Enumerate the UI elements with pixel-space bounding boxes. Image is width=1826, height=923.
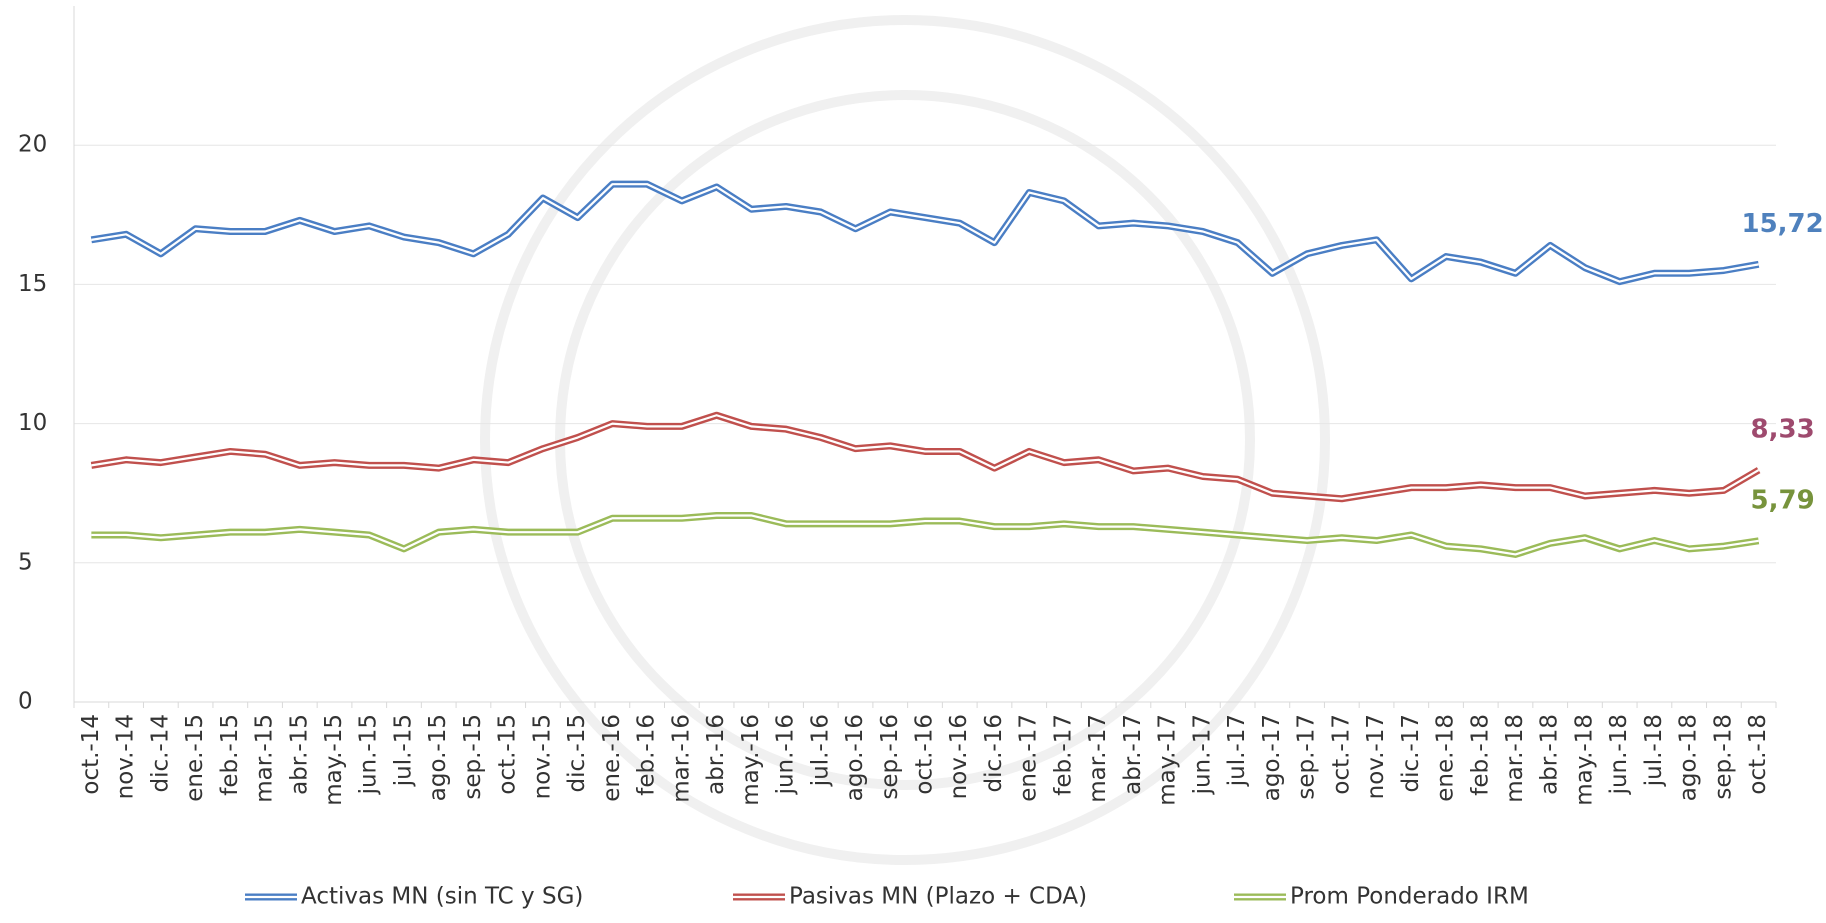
data-label: 5,79 bbox=[1751, 485, 1815, 515]
x-tick-label: mar.-16 bbox=[668, 714, 694, 803]
x-tick-label: nov.-17 bbox=[1363, 714, 1389, 799]
x-tick-label: sep.-16 bbox=[877, 714, 903, 800]
data-label: 8,33 bbox=[1751, 415, 1815, 445]
x-tick-label: jul.-17 bbox=[1224, 714, 1250, 787]
y-tick-label: 10 bbox=[18, 410, 47, 436]
x-tick-label: may.-15 bbox=[321, 714, 347, 806]
x-tick-label: abr.-16 bbox=[703, 714, 729, 795]
x-tick-label: jul.-15 bbox=[390, 714, 416, 787]
x-tick-label: may.-17 bbox=[1155, 714, 1181, 806]
x-tick-label: jun.-16 bbox=[773, 714, 799, 795]
x-tick-label: oct.-14 bbox=[78, 714, 104, 795]
x-tick-label: mar.-17 bbox=[1085, 714, 1111, 803]
x-tick-label: abr.-15 bbox=[286, 714, 312, 795]
x-tick-label: ago.-15 bbox=[425, 714, 451, 801]
legend-label: Pasivas MN (Plazo + CDA) bbox=[789, 884, 1087, 910]
x-tick-label: jul.-16 bbox=[807, 714, 833, 787]
x-tick-label: oct.-17 bbox=[1328, 714, 1354, 795]
x-tick-label: feb.-15 bbox=[217, 714, 243, 796]
x-tick-label: nov.-16 bbox=[946, 714, 972, 799]
series-line-inner bbox=[91, 514, 1759, 556]
x-tick-label: oct.-16 bbox=[912, 714, 938, 795]
x-tick-label: oct.-15 bbox=[495, 714, 521, 795]
y-tick-label: 15 bbox=[18, 271, 47, 297]
x-tick-label: jun.-17 bbox=[1189, 714, 1215, 795]
x-tick-label: dic.-16 bbox=[981, 714, 1007, 793]
y-tick-label: 0 bbox=[18, 689, 33, 715]
series-line-inner bbox=[91, 183, 1759, 283]
x-tick-label: ago.-17 bbox=[1259, 714, 1285, 801]
x-tick-label: feb.-16 bbox=[634, 714, 660, 796]
x-tick-label: ene.-18 bbox=[1433, 714, 1459, 802]
x-tick-label: oct.-18 bbox=[1745, 714, 1771, 795]
legend-label: Prom Ponderado IRM bbox=[1290, 884, 1529, 910]
x-tick-label: ene.-16 bbox=[599, 714, 625, 802]
x-tick-label: jun.-15 bbox=[356, 714, 382, 795]
series-line bbox=[90, 180, 1760, 286]
x-tick-label: may.-18 bbox=[1571, 714, 1597, 806]
x-tick-label: jul.-18 bbox=[1641, 714, 1667, 787]
x-tick-label: may.-16 bbox=[738, 714, 764, 806]
data-label: 15,72 bbox=[1742, 209, 1824, 239]
x-tick-label: abr.-17 bbox=[1120, 714, 1146, 795]
x-tick-label: dic.-15 bbox=[564, 714, 590, 793]
x-tick-label: mar.-15 bbox=[252, 714, 278, 803]
x-tick-label: nov.-14 bbox=[113, 714, 139, 799]
y-tick-label: 5 bbox=[18, 549, 33, 575]
x-tick-label: nov.-15 bbox=[529, 714, 555, 799]
x-tick-label: dic.-17 bbox=[1398, 714, 1424, 793]
x-tick-label: ago.-18 bbox=[1676, 714, 1702, 801]
x-tick-label: sep.-17 bbox=[1294, 714, 1320, 800]
x-tick-label: feb.-18 bbox=[1467, 714, 1493, 796]
legend-label: Activas MN (sin TC y SG) bbox=[301, 884, 583, 910]
series-line-inner bbox=[91, 414, 1760, 500]
x-tick-label: mar.-18 bbox=[1502, 714, 1528, 803]
x-tick-label: ene.-15 bbox=[182, 714, 208, 802]
x-tick-label: dic.-14 bbox=[147, 714, 173, 793]
x-tick-label: sep.-15 bbox=[460, 714, 486, 800]
x-tick-label: jun.-18 bbox=[1606, 714, 1632, 795]
x-tick-label: abr.-18 bbox=[1537, 714, 1563, 795]
x-tick-label: feb.-17 bbox=[1050, 714, 1076, 796]
x-tick-label: sep.-18 bbox=[1710, 714, 1736, 800]
y-tick-label: 20 bbox=[18, 132, 47, 158]
x-tick-label: ago.-16 bbox=[842, 714, 868, 801]
x-tick-label: ene.-17 bbox=[1016, 714, 1042, 802]
